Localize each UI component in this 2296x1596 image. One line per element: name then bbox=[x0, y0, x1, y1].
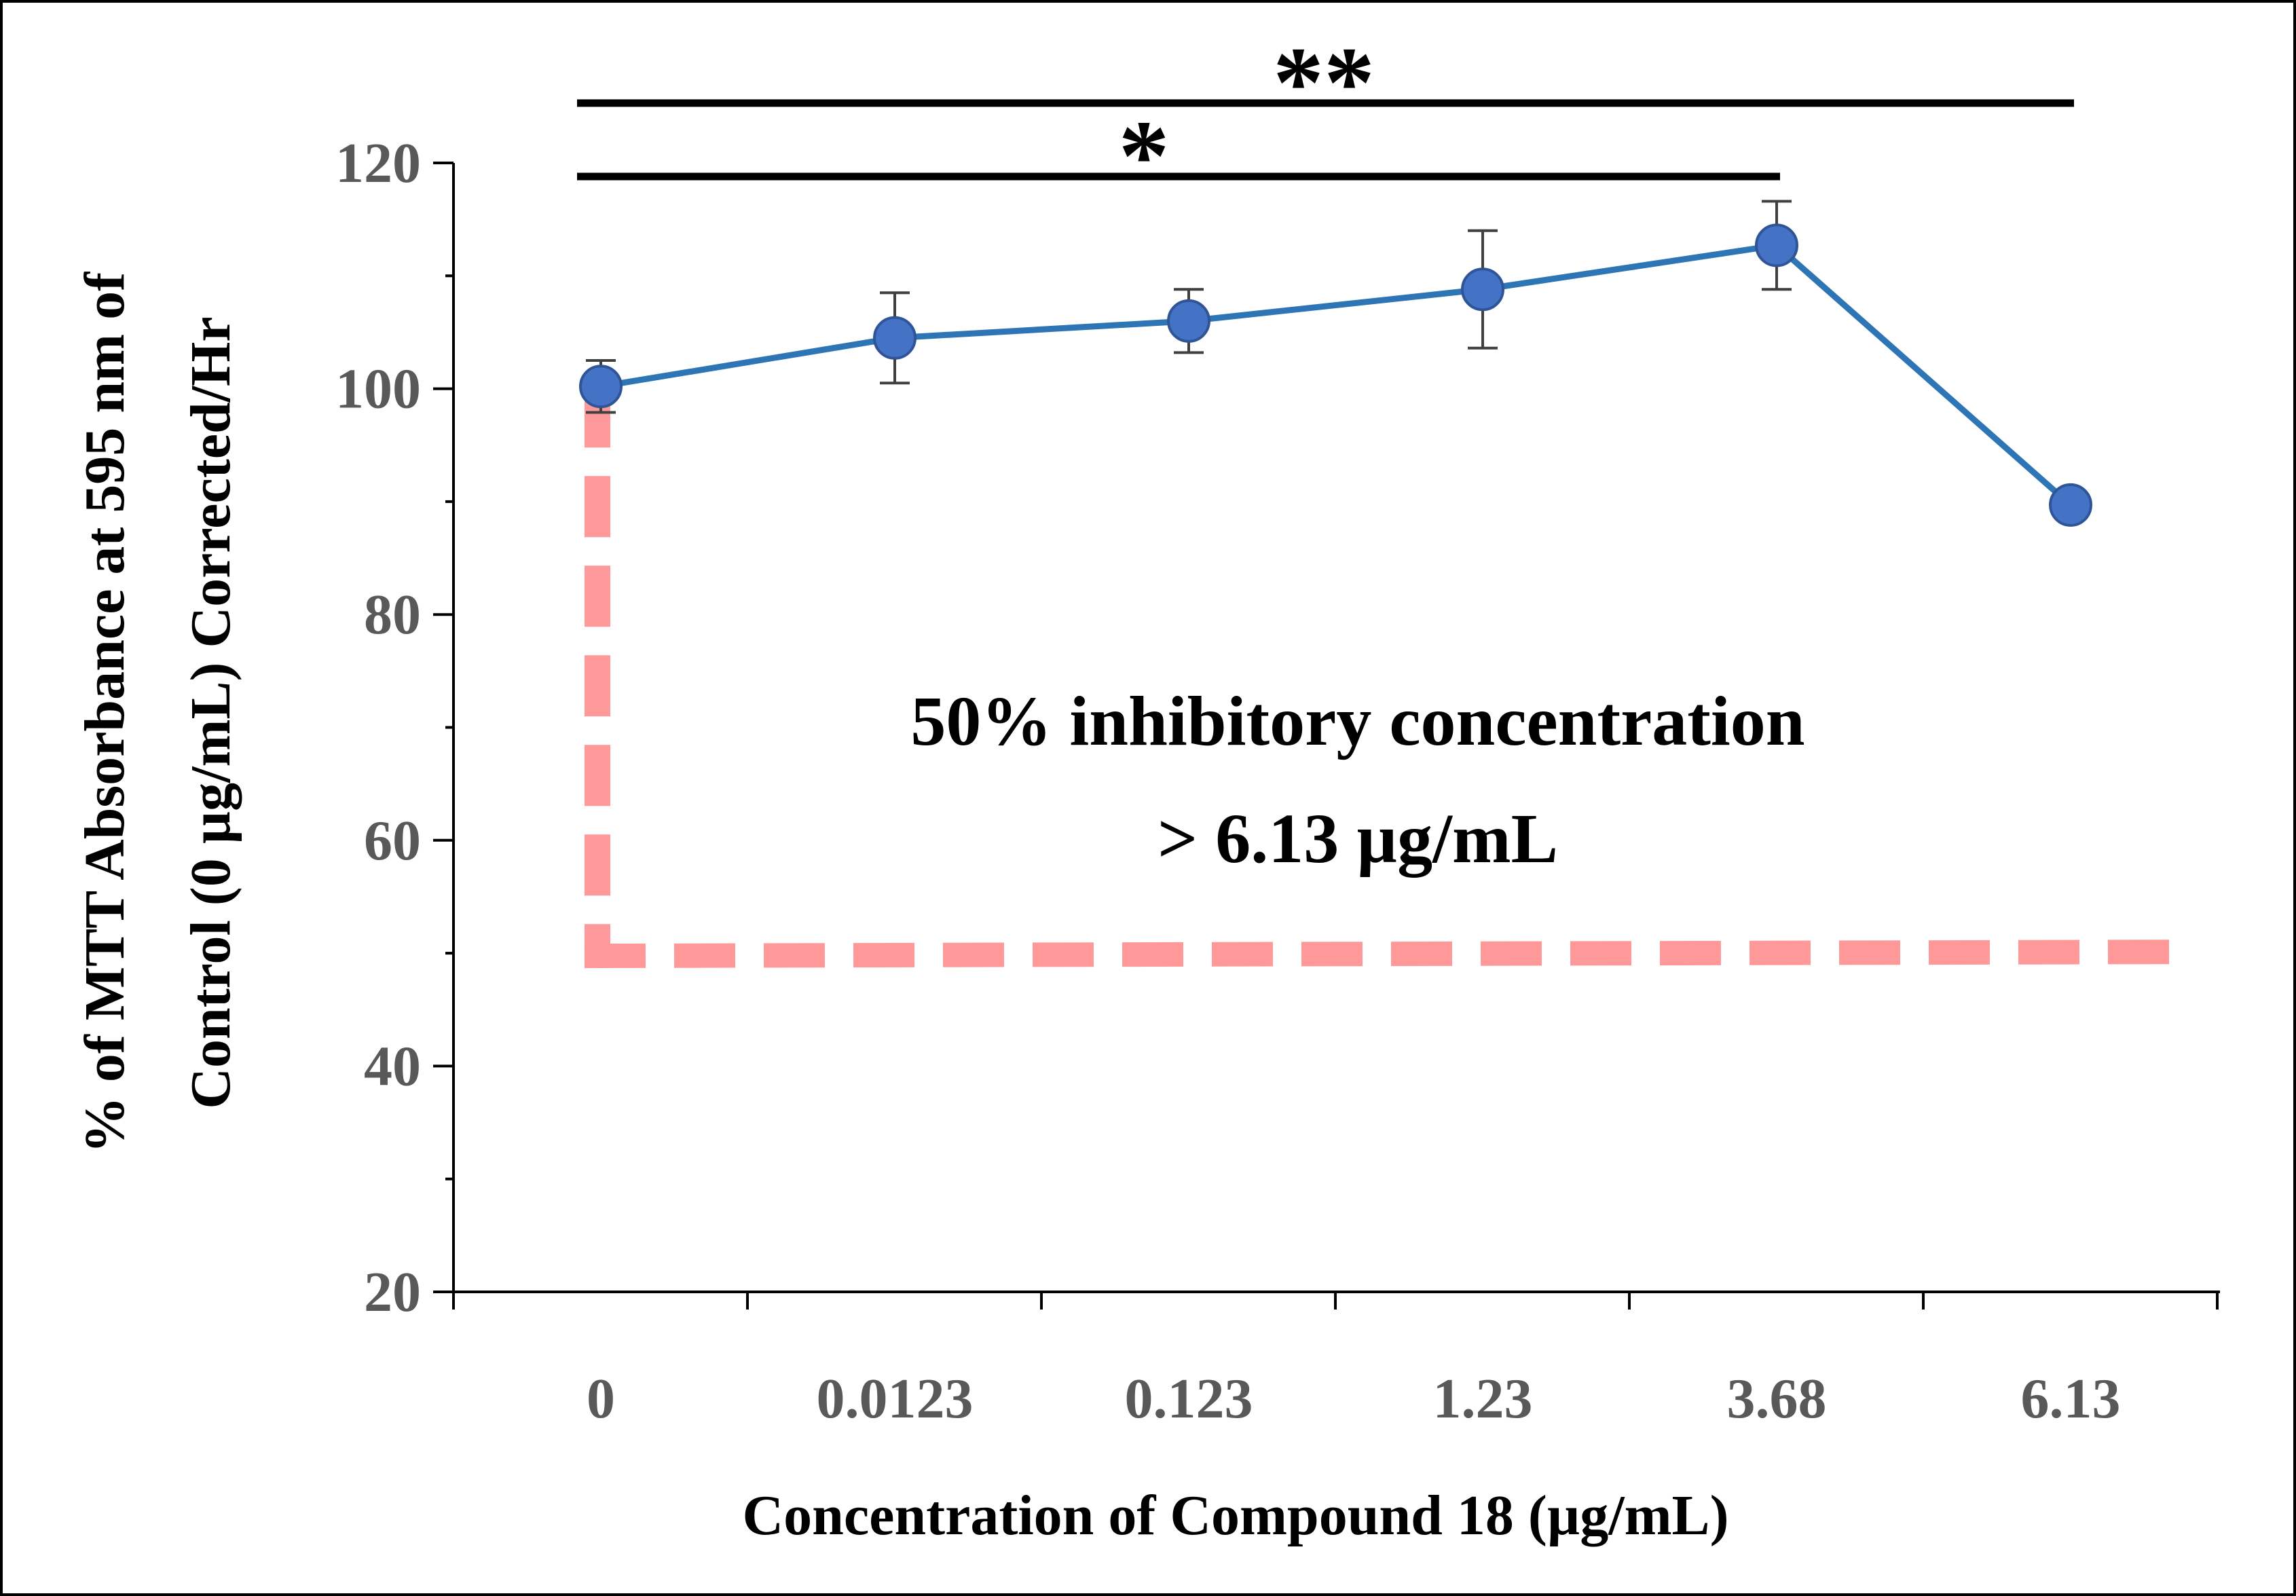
y-tick-label: 100 bbox=[335, 358, 421, 421]
axes-group: 20 40 60 80 100 120 0 0.0123 0.123 1.23 3.68 6.13 bbox=[335, 132, 2220, 1430]
y-axis-title-line2: Control (0 µg/mL) Corrected/Hr bbox=[179, 316, 242, 1109]
data-point bbox=[1461, 267, 1504, 312]
reference-line-group bbox=[584, 386, 2195, 969]
data-point bbox=[873, 316, 916, 360]
significance-label: ** bbox=[1273, 26, 1375, 139]
y-tick-label: 120 bbox=[335, 132, 421, 195]
series-line bbox=[600, 242, 2073, 508]
y-tick-label: 20 bbox=[364, 1261, 421, 1324]
x-axis-title: Concentration of Compound 18 (µg/mL) bbox=[742, 1484, 1728, 1547]
x-tick-label: 0 bbox=[587, 1367, 615, 1430]
data-point bbox=[2049, 483, 2092, 527]
data-point bbox=[1755, 223, 1798, 267]
x-tick-label: 1.23 bbox=[1433, 1367, 1533, 1430]
y-tick-label: 60 bbox=[364, 809, 421, 872]
y-axis-title-line1: % of MTT Absorbance at 595 nm of bbox=[73, 272, 136, 1153]
series-group bbox=[579, 200, 2092, 527]
data-point bbox=[1167, 299, 1210, 343]
x-tick-label: 0.123 bbox=[1125, 1367, 1253, 1430]
x-tick-label: 3.68 bbox=[1727, 1367, 1827, 1430]
significance-label: * bbox=[1119, 100, 1170, 212]
ic50-annotation-line1: 50% inhibitory concentration bbox=[910, 682, 1804, 760]
y-tick-label: 80 bbox=[364, 583, 421, 646]
y-tick-label: 40 bbox=[364, 1035, 421, 1098]
significance-group: *** bbox=[577, 26, 2074, 212]
data-point bbox=[579, 365, 623, 409]
x-tick-label: 0.0123 bbox=[817, 1367, 974, 1430]
x-tick-label: 6.13 bbox=[2021, 1367, 2121, 1430]
ic50-annotation-line2: > 6.13 µg/mL bbox=[1158, 800, 1558, 878]
